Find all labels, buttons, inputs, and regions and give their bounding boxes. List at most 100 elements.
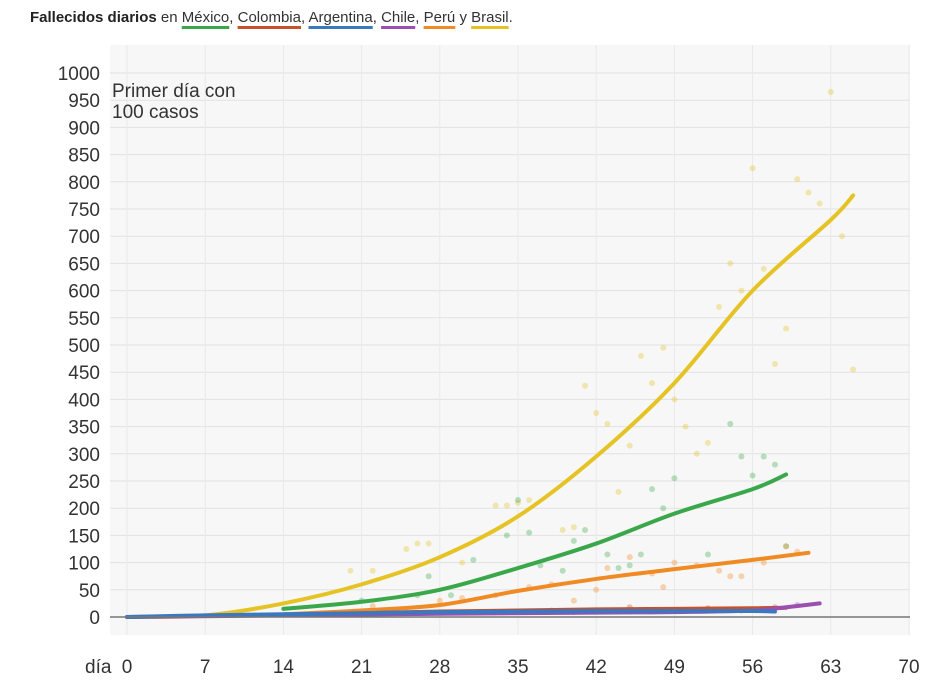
title-separator: y	[455, 9, 472, 26]
y-tick-label: 850	[68, 146, 100, 167]
x-tick-label: 63	[820, 657, 841, 678]
x-tick-label: 21	[351, 657, 372, 678]
y-tick-label: 350	[68, 418, 100, 439]
data-point-peru	[570, 597, 577, 604]
data-point-mexico	[660, 505, 667, 512]
y-tick-label: 200	[68, 499, 100, 520]
chart-title: Fallecidos diarios en México, Colombia, …	[30, 9, 513, 26]
data-point-brasil	[492, 502, 499, 509]
data-point-brasil	[704, 439, 711, 446]
data-point-mexico	[515, 497, 521, 504]
data-point-mexico	[604, 551, 611, 558]
y-tick-label: 700	[68, 227, 100, 248]
data-point-mexico	[615, 565, 622, 572]
data-point-mexico	[649, 486, 656, 493]
data-point-brasil	[838, 233, 845, 240]
y-tick-label: 0	[89, 608, 100, 629]
data-point-mexico	[559, 567, 566, 574]
x-axis-ticks: 0 7 14 21 28 35 42 49 56 63 70	[122, 657, 920, 678]
data-point-brasil	[503, 502, 510, 509]
data-point-peru	[738, 573, 745, 580]
data-point-brasil	[459, 559, 466, 566]
annotation-line: Primer día con	[112, 81, 236, 102]
data-point-brasil	[794, 176, 801, 183]
title-country-mexico: México	[181, 9, 230, 26]
y-tick-label: 150	[68, 526, 100, 547]
data-point-peru	[671, 559, 678, 566]
data-point-brasil	[771, 361, 778, 368]
data-point-peru	[783, 543, 790, 550]
data-point-mexico	[637, 551, 644, 558]
x-tick-label: 49	[664, 657, 685, 678]
trend-line-mexico	[281, 472, 789, 611]
data-point-peru	[604, 565, 611, 572]
title-separator: ,	[415, 9, 424, 26]
y-tick-label: 1000	[58, 64, 100, 85]
data-point-brasil	[671, 396, 678, 403]
data-point-mexico	[626, 562, 633, 569]
y-tick-label: 100	[68, 554, 100, 575]
y-tick-label: 750	[68, 200, 100, 221]
x-tick-label: 35	[507, 657, 528, 678]
data-point-peru	[593, 586, 600, 593]
data-point-mexico	[727, 420, 734, 427]
y-tick-label: 900	[68, 118, 100, 139]
x-tick-label: 7	[200, 657, 211, 678]
data-point-brasil	[615, 488, 622, 495]
data-point-brasil	[347, 567, 354, 574]
data-point-mexico	[447, 592, 454, 599]
data-point-brasil	[515, 499, 521, 506]
y-tick-label: 650	[68, 254, 100, 275]
data-point-peru	[760, 559, 767, 566]
trend-line-argentina	[125, 608, 777, 619]
data-point-brasil	[593, 410, 600, 416]
x-tick-label: 0	[122, 657, 133, 678]
plot-background	[110, 45, 910, 635]
chart-annotation: Primer día con 100 casos	[112, 81, 236, 123]
title-country-chile: Chile	[381, 9, 416, 26]
data-point-mexico	[570, 537, 577, 544]
data-point-mexico	[671, 475, 678, 482]
data-point-brasil	[604, 420, 611, 427]
data-point-brasil	[749, 165, 756, 172]
data-point-mexico	[582, 526, 589, 533]
title-separator: ,	[300, 9, 309, 26]
title-separator: ,	[229, 9, 238, 26]
grid-lines	[110, 45, 910, 635]
y-tick-label: 800	[68, 173, 100, 194]
title-lead: Fallecidos diarios	[30, 9, 157, 26]
data-point-mexico	[425, 573, 432, 580]
data-point-brasil	[403, 546, 410, 552]
y-tick-label: 500	[68, 336, 100, 357]
trend-line-brasil	[125, 193, 856, 619]
title-connector: en	[160, 9, 178, 26]
x-axis-prefix: día	[85, 657, 112, 678]
data-point-brasil	[850, 366, 857, 373]
data-point-brasil	[660, 344, 667, 351]
data-point-brasil	[693, 450, 700, 457]
y-tick-label: 600	[68, 282, 100, 303]
title-separator: .	[508, 9, 513, 26]
title-country-argentina: Argentina	[308, 9, 373, 26]
data-point-mexico	[503, 532, 510, 539]
x-tick-label: 14	[273, 657, 295, 678]
data-point-brasil	[805, 189, 812, 196]
data-point-brasil	[727, 260, 734, 267]
data-point-mexico	[526, 529, 533, 536]
data-point-brasil	[570, 524, 577, 531]
y-tick-label: 300	[68, 445, 100, 466]
data-point-brasil	[425, 540, 432, 547]
y-tick-label: 450	[68, 363, 100, 384]
data-point-brasil	[827, 89, 834, 96]
title-country-peru: Perú	[423, 9, 456, 26]
title-country-colombia: Colombia	[237, 9, 301, 26]
trend-lines	[125, 193, 856, 619]
data-point-brasil	[369, 567, 376, 574]
data-point-brasil	[626, 442, 633, 449]
annotation-line: 100 casos	[112, 102, 199, 123]
y-tick-label: 550	[68, 309, 100, 330]
trend-line-peru	[281, 550, 811, 617]
title-country-brasil: Brasil	[471, 9, 509, 26]
x-tick-label: 56	[742, 657, 763, 678]
